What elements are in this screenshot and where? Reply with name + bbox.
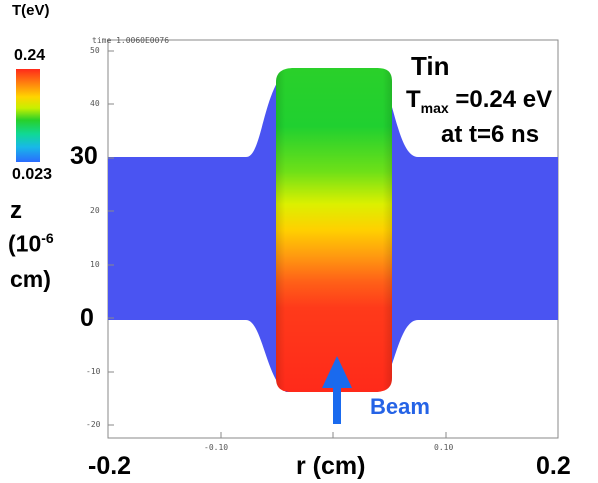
time-label: at t=6 ns: [441, 121, 540, 148]
tick-r-010: 0.10: [434, 443, 454, 452]
tick-z-10: 10: [90, 260, 100, 269]
r-tick-left: -0.2: [88, 452, 132, 480]
time-header: time 1.0060E0076: [92, 36, 170, 45]
tick-z-minus10: -10: [86, 367, 101, 376]
z-tick-30: 30: [70, 142, 98, 170]
hot-column-shade: [276, 68, 392, 392]
tick-z-minus20: -20: [86, 420, 101, 429]
z-tick-0: 0: [80, 304, 94, 332]
material-label: Tin: [411, 51, 450, 81]
r-tick-right: 0.2: [536, 452, 571, 480]
legend-max: 0.24: [14, 47, 46, 64]
tmax-label: Tmax =0.24 eV: [406, 86, 553, 116]
tick-r-minus010: -0.10: [204, 443, 229, 452]
legend-colorbar: [16, 69, 40, 162]
tick-z-50: 50: [90, 46, 100, 55]
r-axis-label: r (cm): [296, 452, 366, 480]
z-unit-exponent: -6: [41, 230, 54, 246]
legend-min: 0.023: [12, 166, 53, 183]
tick-z-40: 40: [90, 99, 100, 108]
beam-arrow: [322, 356, 352, 424]
beam-label: Beam: [370, 394, 430, 419]
tick-z-20: 20: [90, 206, 100, 215]
z-axis-unit: (10-6: [8, 230, 54, 257]
left-ticks: [108, 50, 447, 438]
z-axis-unit-cm: cm): [10, 266, 51, 292]
z-axis-label: z: [10, 197, 22, 224]
legend-title: T(eV): [12, 2, 50, 19]
